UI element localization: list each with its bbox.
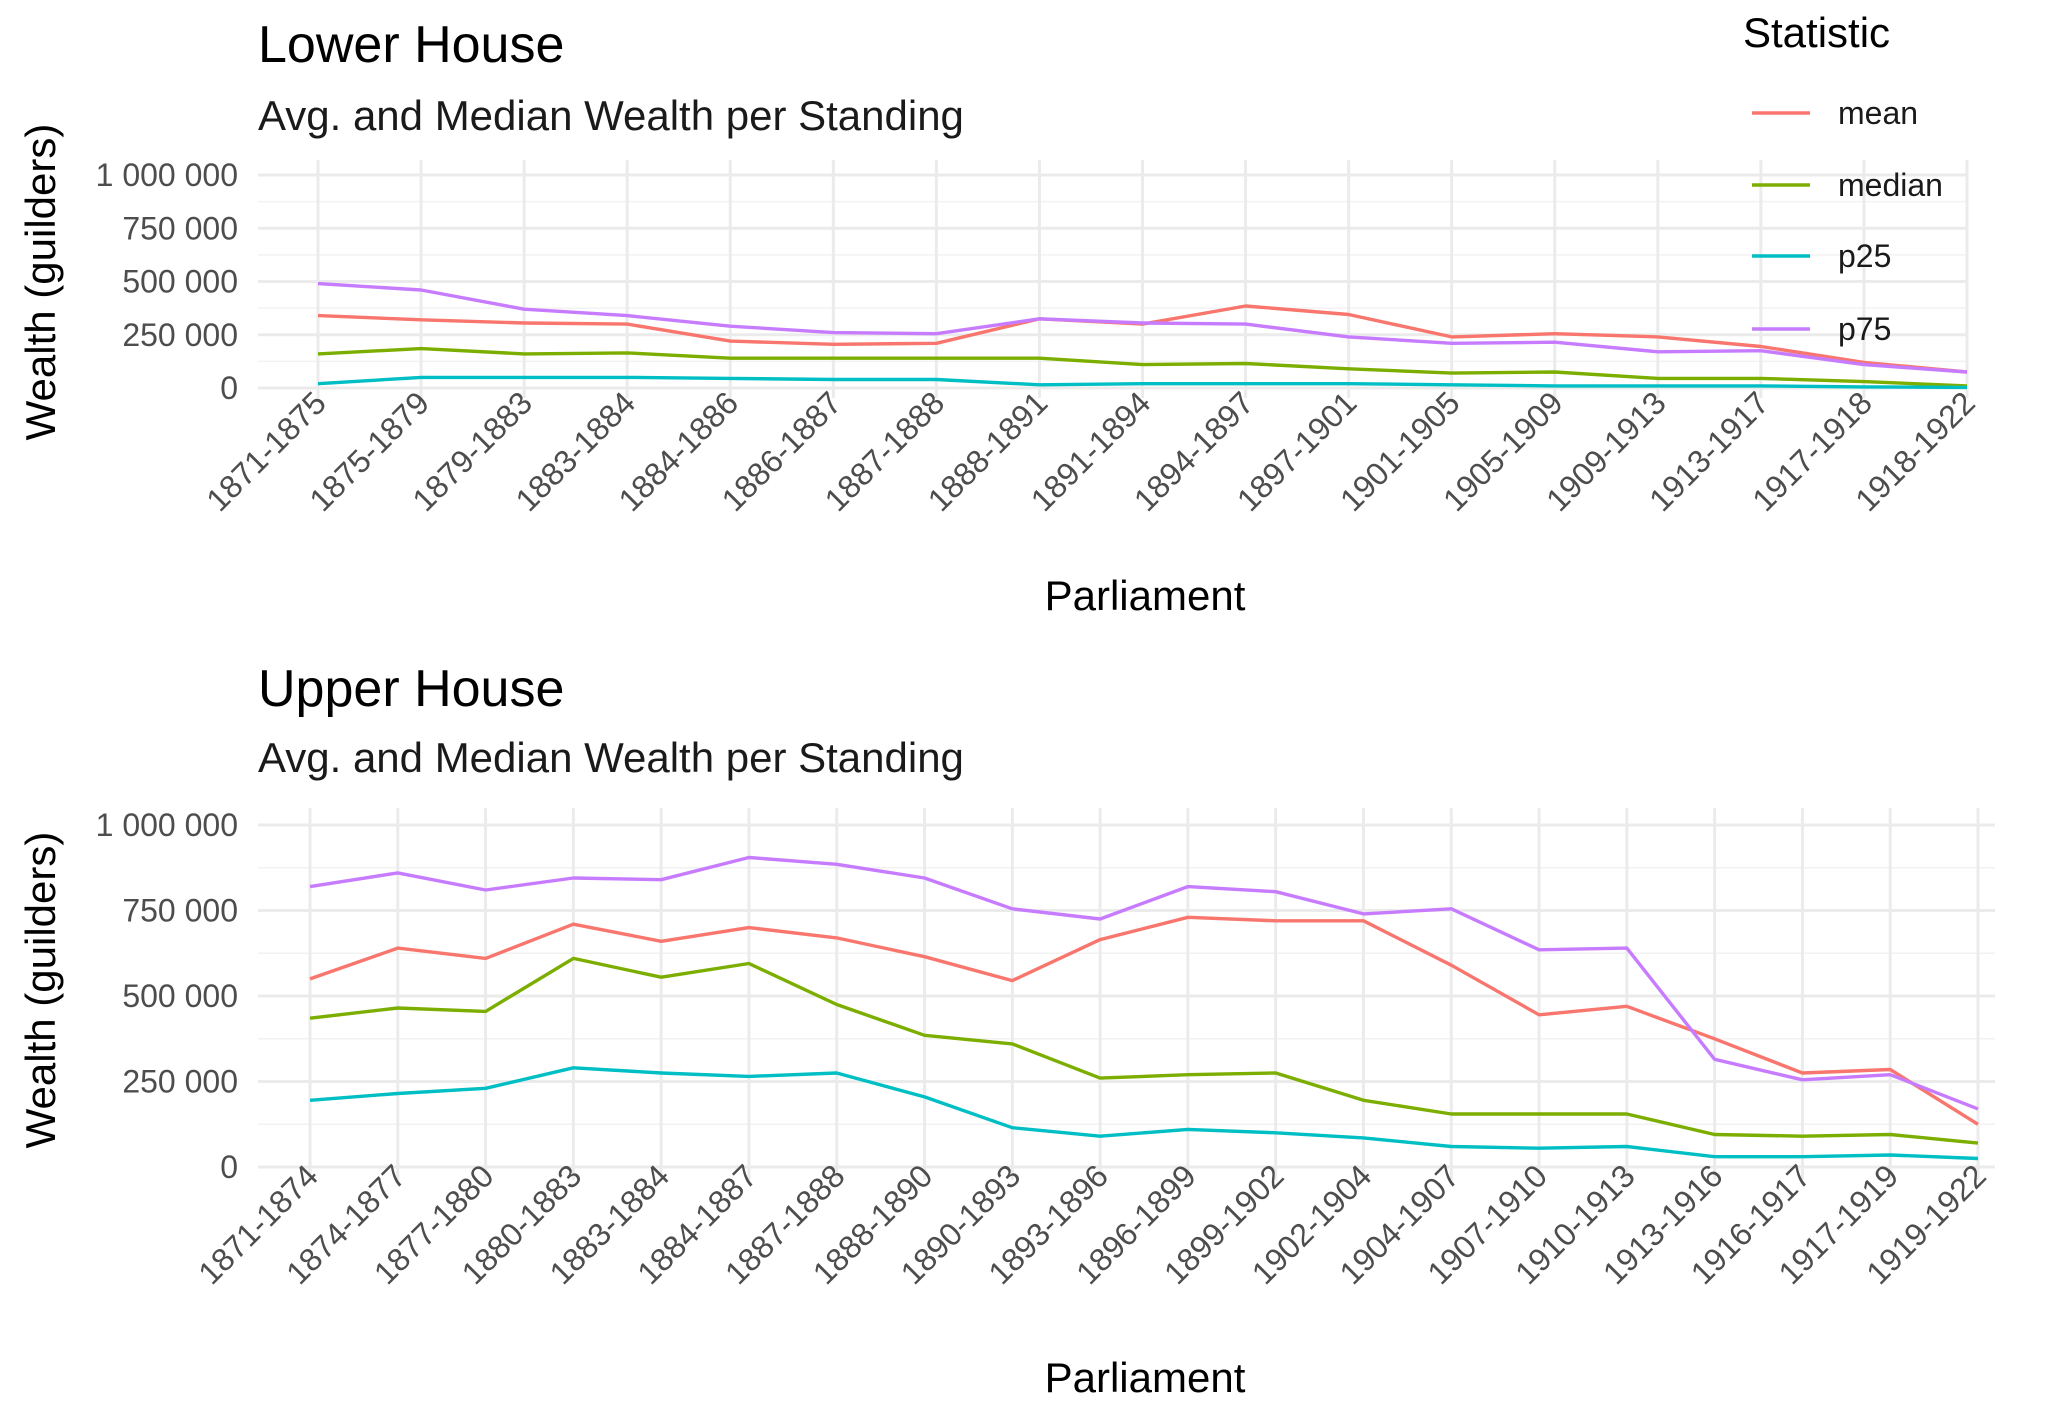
- lower-house-title: Lower House: [258, 16, 564, 74]
- series-line-p25: [317, 375, 1968, 390]
- legend: Statistic mean median p25 p75: [1743, 9, 1943, 347]
- lower-house-x-axis-title: Parliament: [1045, 572, 1246, 619]
- legend-title: Statistic: [1743, 9, 1890, 56]
- legend-label-median: median: [1838, 167, 1943, 203]
- legend-label-p75: p75: [1838, 311, 1891, 347]
- upper-house-title: Upper House: [258, 660, 564, 718]
- upper-house-x-axis-title: Parliament: [1045, 1354, 1246, 1401]
- legend-label-p25: p25: [1838, 238, 1891, 274]
- series-line-median: [317, 346, 1968, 388]
- upper-house-y-axis-title: Wealth (guilders): [17, 832, 64, 1149]
- legend-label-mean: mean: [1838, 95, 1918, 131]
- y-tick-label: 250 000: [122, 1064, 238, 1100]
- y-tick-label: 500 000: [122, 978, 238, 1014]
- y-tick-label: 250 000: [122, 317, 238, 353]
- y-tick-label: 1 000 000: [96, 807, 238, 843]
- y-tick-label: 750 000: [122, 210, 238, 246]
- lower-house-subtitle: Avg. and Median Wealth per Standing: [258, 92, 964, 139]
- y-tick-label: 0: [220, 1149, 238, 1185]
- y-tick-label: 0: [220, 370, 238, 406]
- y-tick-label: 500 000: [122, 264, 238, 300]
- series-line-p25: [309, 1066, 1979, 1161]
- y-tick-label: 750 000: [122, 893, 238, 929]
- series-line-p75: [309, 855, 1979, 1111]
- series-line-mean: [309, 915, 1979, 1126]
- series-line-p75: [317, 281, 1968, 374]
- lower-house-y-axis-title: Wealth (guilders): [17, 124, 64, 441]
- series-line-median: [309, 956, 1979, 1145]
- y-tick-label: 1 000 000: [96, 157, 238, 193]
- upper-house-subtitle: Avg. and Median Wealth per Standing: [258, 734, 964, 781]
